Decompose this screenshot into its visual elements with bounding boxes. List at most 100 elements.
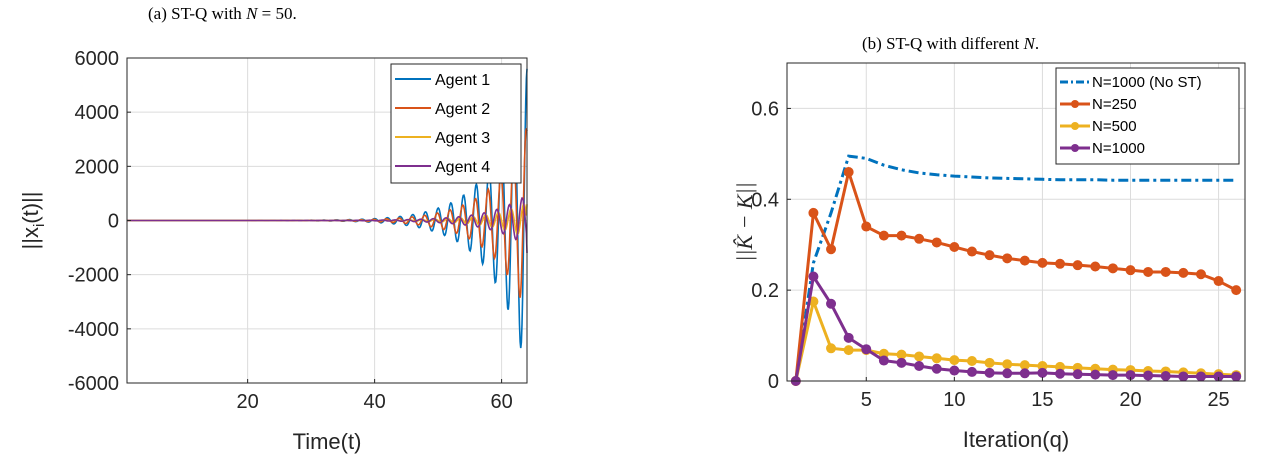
- data-point-n-500: [966, 356, 977, 367]
- data-point-n-250: [896, 230, 907, 241]
- data-point-n-1000: [1143, 370, 1154, 381]
- data-point-n-1000: [984, 367, 995, 378]
- legend-label: Agent 3: [435, 130, 490, 147]
- x-tick-label: 20: [1119, 389, 1141, 411]
- chart-a: -6000 -4000 -2000 0 2000 4000 6000 20 40 60 Time(t…: [18, 48, 528, 454]
- x-tick-label: 25: [1207, 389, 1229, 411]
- legend-label: N=250: [1092, 96, 1137, 113]
- x-axis-label: Time(t): [293, 429, 362, 454]
- x-tick-label: 60: [490, 391, 512, 413]
- data-point-n-1000: [896, 357, 907, 368]
- data-point-n-1000: [861, 344, 872, 355]
- series-line-n-1000-no-st: [794, 154, 1237, 382]
- data-point-n-1000: [966, 366, 977, 377]
- y-tick-label: 0.4: [751, 189, 779, 211]
- data-point-n-250: [843, 167, 854, 178]
- data-point-n-1000: [1090, 369, 1101, 380]
- y-tick-label: 0.2: [751, 280, 779, 302]
- y-tick-label: 4000: [75, 102, 120, 124]
- y-tick-label: 6000: [75, 48, 120, 70]
- data-point-n-500: [931, 353, 942, 364]
- y-axis-label: ||K̂ − K||: [732, 182, 757, 261]
- y-tick-label: 0.6: [751, 98, 779, 120]
- x-tick-label: 10: [943, 389, 965, 411]
- data-point-n-500: [843, 345, 854, 356]
- data-point-n-1000: [1160, 371, 1171, 382]
- legend-label: Agent 4: [435, 159, 490, 176]
- data-point-n-1000: [878, 355, 889, 366]
- chart-b: 0 0.2 0.4 0.6 5 10 15 20 25 Iteration(q) ||K̂ − K|…: [732, 62, 1246, 452]
- y-tick-label: -2000: [68, 265, 119, 287]
- legend-label: Agent 2: [435, 101, 490, 118]
- data-point-n-250: [1107, 263, 1118, 274]
- data-point-n-250: [861, 221, 872, 232]
- data-point-n-250: [1125, 265, 1136, 276]
- data-point-n-1000: [1195, 371, 1206, 382]
- data-point-n-250: [1037, 257, 1048, 268]
- legend-label: N=500: [1092, 118, 1137, 135]
- data-point-n-1000: [1037, 367, 1048, 378]
- y-tick-label: 0: [108, 211, 119, 233]
- y-tick-label: -6000: [68, 373, 119, 395]
- data-point-n-1000: [949, 365, 960, 376]
- data-point-n-250: [1143, 266, 1154, 277]
- data-point-n-250: [1090, 261, 1101, 272]
- data-point-n-250: [1178, 267, 1189, 278]
- legend-box: [390, 63, 522, 184]
- data-point-n-250: [826, 244, 837, 255]
- data-point-n-250: [949, 241, 960, 252]
- data-point-n-250: [1002, 253, 1013, 264]
- y-tick-label: 2000: [75, 156, 120, 178]
- data-point-n-250: [914, 233, 925, 244]
- data-point-n-1000: [843, 332, 854, 343]
- data-point-n-250: [1072, 260, 1083, 271]
- x-tick-label: 20: [237, 391, 259, 413]
- x-tick-label: 5: [861, 389, 872, 411]
- data-point-n-250: [966, 246, 977, 257]
- data-point-n-1000: [1055, 368, 1066, 379]
- y-axis-label: ||xi(t)||: [18, 192, 48, 250]
- data-point-n-500: [896, 349, 907, 360]
- data-point-n-500: [826, 343, 837, 354]
- data-point-n-250: [1055, 258, 1066, 269]
- data-point-n-250: [1160, 266, 1171, 277]
- data-point-n-250: [984, 250, 995, 261]
- data-point-n-1000: [914, 361, 925, 372]
- data-point-n-1000: [1178, 371, 1189, 382]
- data-point-n-500: [1002, 359, 1013, 370]
- data-point-n-1000: [1019, 368, 1030, 379]
- data-point-n-250: [931, 237, 942, 248]
- data-point-n-1000: [1107, 370, 1118, 381]
- plot-frame: [786, 62, 1246, 382]
- data-point-n-1000: [1072, 369, 1083, 380]
- legend-label: N=1000: [1092, 140, 1145, 157]
- legend-marker: [1071, 144, 1079, 152]
- y-tick-label: 0: [768, 371, 779, 393]
- data-point-n-250: [1213, 276, 1224, 287]
- data-point-n-500: [949, 355, 960, 366]
- data-point-n-500: [914, 351, 925, 362]
- data-point-n-250: [878, 230, 889, 241]
- data-point-n-250: [1019, 255, 1030, 266]
- data-point-n-500: [1019, 360, 1030, 371]
- data-point-n-250: [1231, 285, 1242, 296]
- data-point-n-1000: [931, 363, 942, 374]
- data-point-n-250: [808, 207, 819, 218]
- caption-a: (a) ST-Q with N = 50.: [148, 4, 297, 23]
- x-axis-label: Iteration(q): [963, 427, 1069, 452]
- x-tick-label: 40: [363, 391, 385, 413]
- data-point-n-1000: [1231, 371, 1242, 382]
- legend-label: N=1000 (No ST): [1092, 74, 1202, 91]
- legend-marker: [1071, 122, 1079, 130]
- y-tick-label: -4000: [68, 319, 119, 341]
- data-point-n-500: [984, 357, 995, 368]
- x-tick-label: 15: [1031, 389, 1053, 411]
- data-point-n-1000: [1002, 368, 1013, 379]
- data-point-n-1000: [808, 271, 819, 282]
- data-point-n-1000: [826, 298, 837, 309]
- series-line-agent-4: [127, 197, 528, 254]
- caption-b: (b) ST-Q with different N.: [862, 34, 1040, 53]
- series-line-n-500: [794, 296, 1237, 382]
- data-point-n-250: [1195, 269, 1206, 280]
- legend-label: Agent 1: [435, 72, 490, 89]
